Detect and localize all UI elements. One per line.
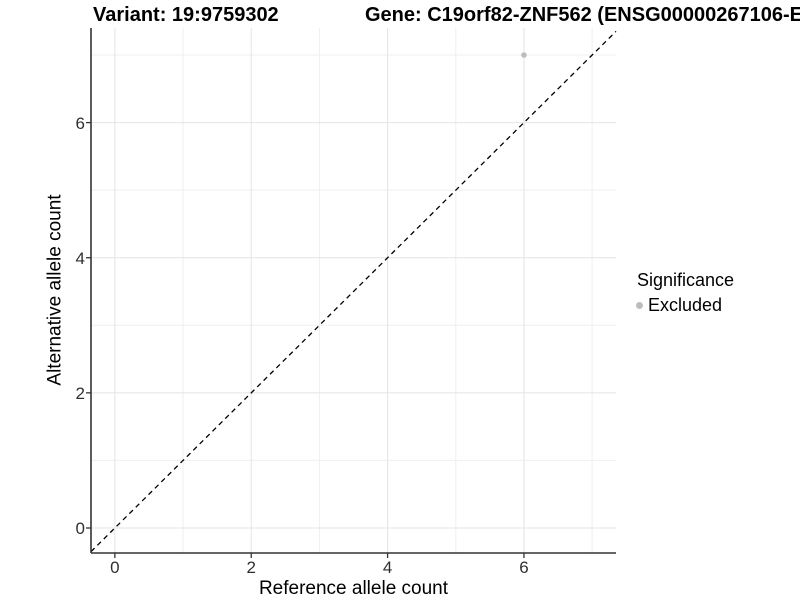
legend-item: Excluded — [630, 294, 734, 316]
legend-item-label: Excluded — [648, 294, 723, 315]
x-tick-label: 6 — [519, 558, 529, 577]
legend: Significance Excluded — [630, 270, 735, 316]
x-tick-label: 0 — [110, 558, 120, 577]
identity-dashed-line — [90, 30, 617, 553]
legend-key-dot-icon — [636, 302, 643, 310]
legend-items: Excluded — [630, 294, 734, 316]
plot-title-gene: Gene: C19orf82-ZNF562 (ENSG00000267106-E — [365, 4, 800, 26]
data-point — [521, 52, 527, 58]
y-axis-title: Alternative allele count — [44, 194, 66, 386]
y-tick-label: 2 — [75, 383, 85, 403]
x-axis-title: Reference allele count — [258, 578, 449, 599]
y-tick-label: 0 — [75, 519, 85, 538]
x-tick-label: 4 — [382, 558, 393, 577]
x-tick-label: 2 — [246, 558, 256, 577]
y-tick-label: 6 — [75, 113, 85, 133]
plot-title-variant: Variant: 19:9759302 — [93, 4, 279, 26]
y-tick-label: 4 — [75, 248, 85, 268]
legend-title: Significance — [637, 270, 735, 290]
